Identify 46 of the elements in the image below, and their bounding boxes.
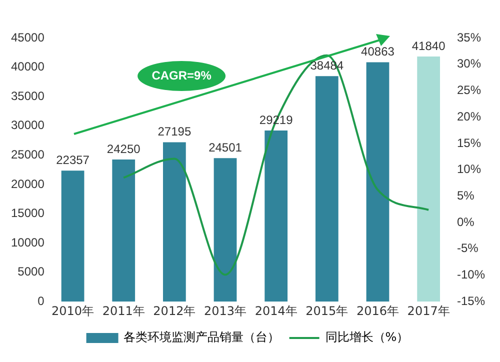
bar: [264, 130, 288, 302]
data-label: 40863: [361, 44, 395, 59]
bar: [112, 160, 136, 302]
annotation: CAGR=9%: [152, 68, 212, 82]
y2-tick-label: -15%: [456, 294, 486, 308]
bar: [366, 62, 390, 302]
bar: [417, 56, 440, 302]
x-tick-label: 2010年: [52, 304, 94, 318]
y2-tick-label: 25%: [456, 83, 482, 98]
data-label: 24501: [208, 140, 242, 154]
bar: [214, 158, 237, 302]
y2-tick-label: 5%: [456, 188, 475, 202]
y-tick-label: 15000: [10, 206, 45, 220]
y-tick-label: 10000: [10, 235, 45, 250]
data-label: 24250: [106, 142, 141, 156]
bar: [163, 142, 186, 302]
data-label: 22357: [56, 152, 90, 167]
y-tick-label: 0: [38, 294, 45, 308]
y2-tick-label: 35%: [456, 30, 482, 44]
y-tick-label: 40000: [10, 60, 45, 74]
data-label: 41840: [412, 38, 446, 53]
x-tick-label: 2014年: [254, 304, 298, 318]
legend-label: 同比增长（%）: [325, 330, 409, 344]
x-tick-label: 2013年: [204, 304, 247, 318]
y-tick-label: 35000: [10, 88, 45, 103]
y2-tick-label: 10%: [456, 162, 482, 176]
legend-label: 各类环境监测产品销量（台）: [123, 330, 280, 344]
y-tick-label: 20000: [10, 176, 45, 191]
x-tick-label: 2017年: [407, 304, 450, 318]
x-tick-label: 2012年: [153, 304, 196, 318]
y-tick-label: 30000: [10, 118, 45, 132]
y-tick-label: 25000: [10, 147, 45, 162]
bar: [315, 76, 338, 302]
y-tick-label: 45000: [10, 30, 45, 44]
y2-tick-label: -5%: [456, 241, 479, 256]
y-tick-label: 5000: [18, 264, 45, 279]
x-tick-label: 2015年: [306, 304, 348, 318]
y2-tick-label: 30%: [456, 56, 482, 71]
y2-tick-label: 15%: [456, 136, 482, 150]
x-tick-label: 2011年: [102, 304, 145, 318]
y2-tick-label: 0%: [456, 214, 475, 229]
data-label: 27195: [158, 124, 192, 139]
y2-tick-label: -10%: [456, 268, 486, 282]
y2-tick-label: 20%: [456, 109, 482, 124]
x-tick-label: 2016年: [356, 304, 400, 318]
bar: [61, 170, 84, 302]
